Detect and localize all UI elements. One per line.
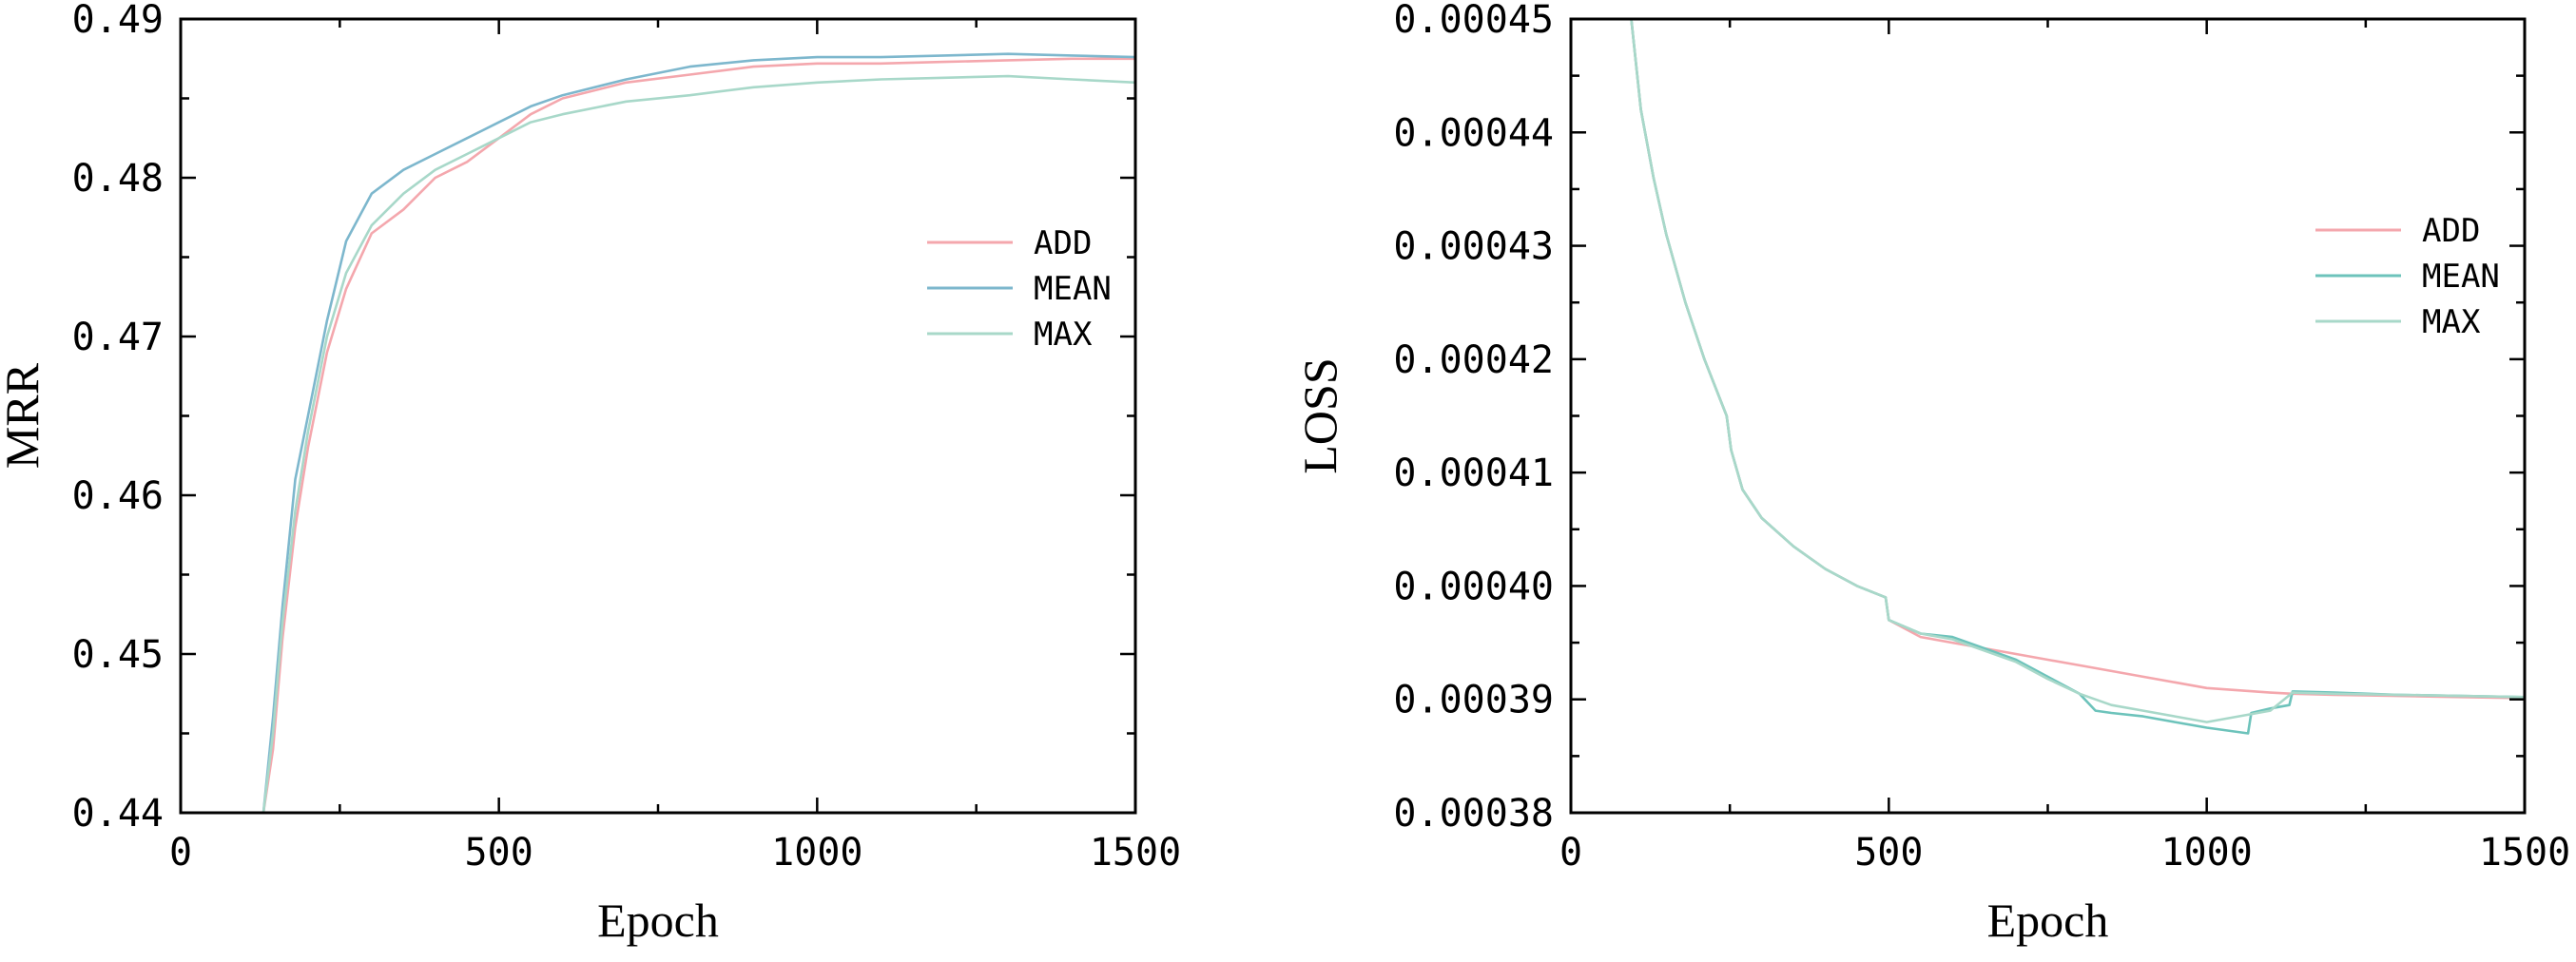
loss-y-tick-label: 0.00041 xyxy=(1393,452,1554,495)
loss-series-line-mean xyxy=(1630,19,2525,735)
mrr-x-axis-title: Epoch xyxy=(597,894,719,947)
loss-y-axis-title: LOSS xyxy=(1293,357,1346,473)
mrr-series-line-add xyxy=(261,57,1135,813)
mrr-legend: ADD MEAN MAX xyxy=(927,224,1112,354)
loss-series-line-add xyxy=(1630,19,2525,700)
mrr-y-tick-label: 0.45 xyxy=(72,633,164,677)
loss-y-tick-label: 0.00044 xyxy=(1393,111,1554,155)
mrr-series-line-max xyxy=(261,74,1135,813)
mrr-legend-label-max: MAX xyxy=(1034,316,1093,354)
mrr-y-tick-label: 0.44 xyxy=(72,792,164,836)
loss-y-tick-label: 0.00038 xyxy=(1393,792,1554,836)
loss-x-tick-label: 0 xyxy=(1559,831,1582,875)
loss-legend-label-mean: MEAN xyxy=(2422,258,2500,296)
loss-legend: ADD MEAN MAX xyxy=(2315,212,2500,341)
mrr-x-tick-label: 1000 xyxy=(771,831,862,875)
mrr-x-tick-label: 1500 xyxy=(1090,831,1181,875)
mrr-y-tick-label: 0.46 xyxy=(72,474,164,518)
mrr-series-group xyxy=(261,52,1135,813)
mrr-series-line-mean xyxy=(261,52,1135,813)
loss-legend-label-add: ADD xyxy=(2422,212,2480,250)
loss-legend-label-max: MAX xyxy=(2422,303,2481,341)
mrr-y-tick-label: 0.47 xyxy=(72,316,164,359)
mrr-plot-frame xyxy=(179,17,1137,815)
mrr-x-tick-label: 0 xyxy=(169,831,192,875)
mrr-x-tick-label: 500 xyxy=(465,831,533,875)
loss-x-tick-label: 500 xyxy=(1854,831,1923,875)
mrr-legend-label-add: ADD xyxy=(1034,224,1092,262)
loss-y-tick-label: 0.00043 xyxy=(1393,225,1554,269)
loss-y-tick-label: 0.00040 xyxy=(1393,565,1554,608)
loss-x-tick-label: 1000 xyxy=(2161,831,2253,875)
loss-series-group xyxy=(1630,19,2525,735)
loss-chart-panel: 0 500 1000 1500 0.00038 0.00039 0.00040 0.00041… xyxy=(1293,0,2570,947)
loss-y-tick-label: 0.00045 xyxy=(1393,0,1554,42)
mrr-legend-label-mean: MEAN xyxy=(1034,270,1112,308)
mrr-y-tick-label: 0.49 xyxy=(72,0,164,42)
loss-series-line-max xyxy=(1630,19,2525,723)
loss-y-tick-label: 0.00039 xyxy=(1393,679,1554,722)
loss-x-axis-title: Epoch xyxy=(1987,894,2109,947)
loss-y-tick-label: 0.00042 xyxy=(1393,338,1554,382)
mrr-chart-panel: 0 500 1000 1500 0.44 0.45 0.46 0.47 0.48 0.49 Epoc… xyxy=(0,0,1181,947)
mrr-y-axis-title: MRR xyxy=(0,362,48,469)
loss-x-tick-label: 1500 xyxy=(2479,831,2570,875)
mrr-y-tick-label: 0.48 xyxy=(72,157,164,201)
